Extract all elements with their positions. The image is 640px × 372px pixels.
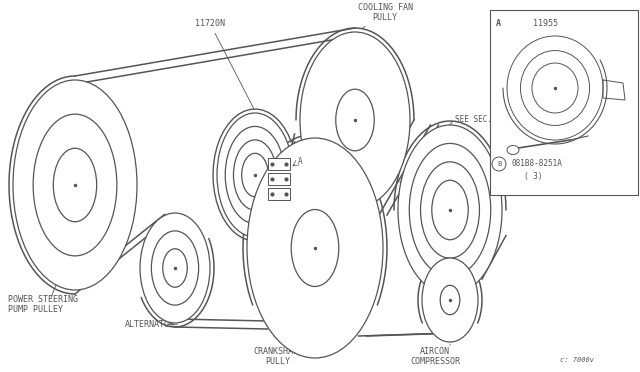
Text: COOLING FAN
PULLY: COOLING FAN PULLY xyxy=(358,3,413,28)
Ellipse shape xyxy=(53,148,97,222)
Ellipse shape xyxy=(422,258,478,342)
Ellipse shape xyxy=(13,80,137,290)
Ellipse shape xyxy=(507,145,519,154)
Bar xyxy=(268,188,290,200)
Ellipse shape xyxy=(336,89,374,151)
Text: A: A xyxy=(496,19,501,28)
Text: AIRCON
COMPRESSOR: AIRCON COMPRESSOR xyxy=(410,347,460,366)
Bar xyxy=(268,173,290,185)
Text: CRANKSHAFT
PULLY: CRANKSHAFT PULLY xyxy=(253,347,303,366)
Ellipse shape xyxy=(163,249,188,287)
Ellipse shape xyxy=(33,114,117,256)
Text: 11955: 11955 xyxy=(533,19,558,28)
Ellipse shape xyxy=(291,209,339,286)
Ellipse shape xyxy=(440,285,460,315)
Text: B: B xyxy=(497,161,501,167)
Text: c: 7000v: c: 7000v xyxy=(560,357,594,363)
Ellipse shape xyxy=(234,140,276,210)
Ellipse shape xyxy=(520,51,589,125)
Ellipse shape xyxy=(225,126,285,224)
Ellipse shape xyxy=(247,138,383,358)
Ellipse shape xyxy=(532,63,578,113)
Text: SEE SEC.493: SEE SEC.493 xyxy=(455,115,506,125)
Ellipse shape xyxy=(420,162,479,258)
Text: WATER PUMP
PULLY: WATER PUMP PULLY xyxy=(310,170,360,189)
Bar xyxy=(268,158,290,170)
Text: POWER STEERING
PUMP PULLEY: POWER STEERING PUMP PULLEY xyxy=(8,295,78,314)
Ellipse shape xyxy=(217,113,293,237)
Text: ( 3): ( 3) xyxy=(524,173,543,182)
Text: A: A xyxy=(298,157,303,167)
Ellipse shape xyxy=(242,153,268,197)
Ellipse shape xyxy=(300,32,410,208)
Text: 081B8-8251A: 081B8-8251A xyxy=(512,160,563,169)
Ellipse shape xyxy=(398,125,502,295)
Ellipse shape xyxy=(140,213,210,323)
Ellipse shape xyxy=(507,36,603,140)
Ellipse shape xyxy=(152,231,198,305)
Text: 11720N: 11720N xyxy=(195,19,253,109)
Ellipse shape xyxy=(409,144,491,277)
Bar xyxy=(490,10,638,195)
Text: ALTERNATOR: ALTERNATOR xyxy=(125,320,175,329)
Ellipse shape xyxy=(432,180,468,240)
